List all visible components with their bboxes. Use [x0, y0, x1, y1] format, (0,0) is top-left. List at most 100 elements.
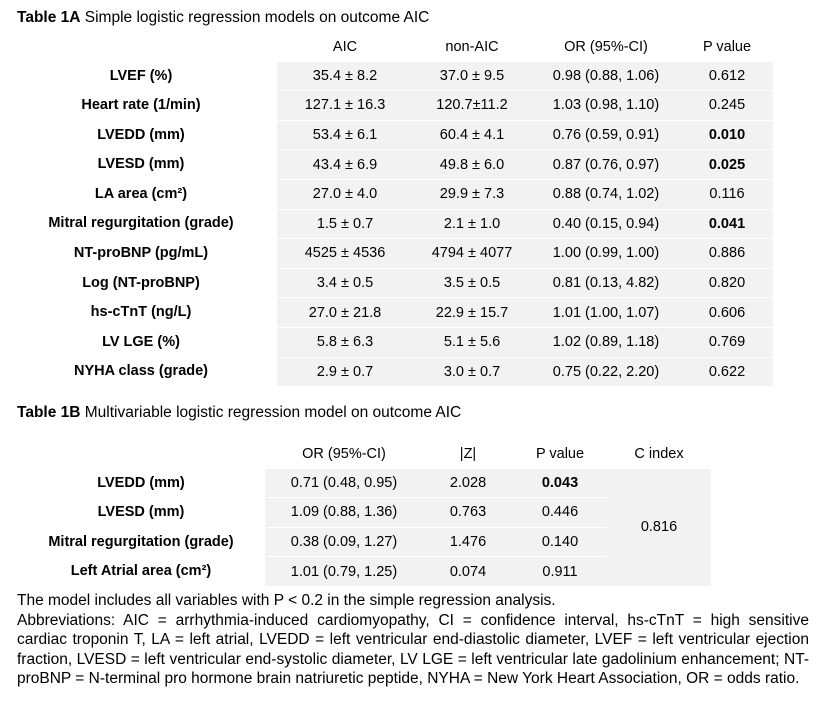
- non-aic-value: 49.8 ± 6.0: [413, 149, 531, 179]
- p-value: 0.043: [513, 468, 607, 498]
- non-aic-value: 37.0 ± 9.5: [413, 61, 531, 91]
- table-1b-header-row: OR (95%-CI) |Z| P value C index: [17, 440, 711, 469]
- table-row: Mitral regurgitation (grade) 1.5 ± 0.7 2.1…: [17, 208, 773, 239]
- row-label: LVESD (mm): [97, 156, 185, 173]
- non-aic-value: 120.7±11.2: [413, 90, 531, 120]
- row-label: Log (NT-proBNP): [82, 274, 200, 291]
- table-1a-caption-label: Table 1A: [17, 9, 81, 26]
- p-value: 0.245: [681, 90, 773, 120]
- p-value: 0.446: [513, 497, 607, 527]
- table-1b: OR (95%-CI) |Z| P value C index LVEDD (m…: [17, 440, 711, 586]
- c-index-value: 0.816: [607, 468, 711, 586]
- p-value: 0.025: [681, 149, 773, 179]
- p-value: 0.116: [681, 178, 773, 209]
- table-row: LVEDD (mm) 0.71 (0.48, 0.95) 2.028 0.043 0.8…: [17, 468, 711, 586]
- footnote-model-note: The model includes all variables with P …: [17, 592, 556, 609]
- or-value: 0.87 (0.76, 0.97): [531, 149, 681, 179]
- table-1a-header-p: P value: [702, 39, 752, 56]
- or-value: 1.03 (0.98, 1.10): [531, 90, 681, 120]
- table-1a-caption: Table 1A Simple logistic regression mode…: [17, 9, 429, 27]
- footnote: The model includes all variables with P …: [17, 591, 809, 689]
- p-value: 0.606: [681, 297, 773, 327]
- table-row: LV LGE (%) 5.8 ± 6.3 5.1 ± 5.6 1.02 (0.89, …: [17, 326, 773, 357]
- table-row: Left Atrial area (cm²) 1.01 (0.79, 1.25) 0…: [17, 556, 711, 586]
- or-value: 0.40 (0.15, 0.94): [531, 208, 681, 239]
- p-value: 0.140: [513, 526, 607, 557]
- p-value: 0.820: [681, 267, 773, 298]
- non-aic-value: 3.5 ± 0.5: [413, 267, 531, 298]
- or-value: 1.09 (0.88, 1.36): [265, 497, 423, 527]
- z-value: 2.028: [423, 468, 513, 498]
- or-value: 0.38 (0.09, 1.27): [265, 526, 423, 557]
- aic-value: 43.4 ± 6.9: [277, 149, 413, 179]
- table-1a-header-aic: AIC: [332, 39, 358, 56]
- non-aic-value: 4794 ± 4077: [413, 238, 531, 268]
- table-row: NYHA class (grade) 2.9 ± 0.7 3.0 ± 0.7 0.75…: [17, 356, 773, 387]
- table-1a-header-non-aic: non-AIC: [445, 39, 499, 56]
- or-value: 0.81 (0.13, 4.82): [531, 267, 681, 298]
- or-value: 1.00 (0.99, 1.00): [531, 238, 681, 268]
- table-1b-header-p: P value: [535, 446, 585, 463]
- table-1b-header-variable: [17, 440, 265, 469]
- p-value: 0.612: [681, 61, 773, 91]
- row-label: NYHA class (grade): [73, 363, 209, 380]
- table-1b-header-c-index: C index: [634, 446, 684, 463]
- aic-value: 27.0 ± 4.0: [277, 178, 413, 209]
- table-row: LA area (cm²) 27.0 ± 4.0 29.9 ± 7.3 0.88 (0…: [17, 178, 773, 209]
- non-aic-value: 5.1 ± 5.6: [413, 326, 531, 357]
- non-aic-value: 60.4 ± 4.1: [413, 119, 531, 150]
- table-row: LVESD (mm) 43.4 ± 6.9 49.8 ± 6.0 0.87 (0.76…: [17, 149, 773, 179]
- p-value: 0.622: [681, 356, 773, 387]
- aic-value: 3.4 ± 0.5: [277, 267, 413, 298]
- table-row: NT-proBNP (pg/mL) 4525 ± 4536 4794 ± 4077 1…: [17, 238, 773, 268]
- or-value: 0.75 (0.22, 2.20): [531, 356, 681, 387]
- row-label: Left Atrial area (cm²): [70, 563, 212, 580]
- z-value: 1.476: [423, 526, 513, 557]
- footnote-abbreviations: Abbreviations: AIC = arrhythmia-induced …: [17, 611, 809, 688]
- row-label: Mitral regurgitation (grade): [48, 215, 234, 232]
- or-value: 1.02 (0.89, 1.18): [531, 326, 681, 357]
- non-aic-value: 3.0 ± 0.7: [413, 356, 531, 387]
- table-row: Log (NT-proBNP) 3.4 ± 0.5 3.5 ± 0.5 0.81 (0…: [17, 267, 773, 298]
- aic-value: 127.1 ± 16.3: [277, 90, 413, 120]
- row-label: LVEF (%): [109, 67, 173, 84]
- z-value: 0.763: [423, 497, 513, 527]
- table-1b-header-z: |Z|: [459, 446, 477, 463]
- p-value: 0.769: [681, 326, 773, 357]
- non-aic-value: 22.9 ± 15.7: [413, 297, 531, 327]
- aic-value: 5.8 ± 6.3: [277, 326, 413, 357]
- table-row: Mitral regurgitation (grade) 0.38 (0.09, …: [17, 526, 711, 557]
- non-aic-value: 29.9 ± 7.3: [413, 178, 531, 209]
- p-value: 0.886: [681, 238, 773, 268]
- table-row: LVESD (mm) 1.09 (0.88, 1.36) 0.763 0.446: [17, 497, 711, 527]
- table-row: Heart rate (1/min) 127.1 ± 16.3 120.7±11.2…: [17, 90, 773, 120]
- table-row: LVEDD (mm) 53.4 ± 6.1 60.4 ± 4.1 0.76 (0.59…: [17, 119, 773, 150]
- table-1b-header-or: OR (95%-CI): [302, 446, 386, 463]
- table-1a-caption-text: Simple logistic regression models on out…: [80, 9, 430, 26]
- row-label: Heart rate (1/min): [81, 96, 201, 113]
- table-1a-header-or: OR (95%-CI): [564, 39, 648, 56]
- table-1b-caption: Table 1B Multivariable logistic regressi…: [17, 404, 461, 422]
- row-label: LA area (cm²): [94, 185, 188, 202]
- row-label: hs-cTnT (ng/L): [90, 304, 192, 321]
- or-value: 1.01 (1.00, 1.07): [531, 297, 681, 327]
- aic-value: 4525 ± 4536: [277, 238, 413, 268]
- p-value: 0.911: [513, 556, 607, 586]
- aic-value: 53.4 ± 6.1: [277, 119, 413, 150]
- or-value: 0.76 (0.59, 0.91): [531, 119, 681, 150]
- aic-value: 2.9 ± 0.7: [277, 356, 413, 387]
- aic-value: 1.5 ± 0.7: [277, 208, 413, 239]
- aic-value: 35.4 ± 8.2: [277, 61, 413, 91]
- row-label: LVESD (mm): [97, 503, 185, 520]
- row-label: LVEDD (mm): [97, 474, 185, 491]
- z-value: 0.074: [423, 556, 513, 586]
- table-1a: AIC non-AIC OR (95%-CI) P value LVEF (%)…: [17, 33, 773, 387]
- or-value: 1.01 (0.79, 1.25): [265, 556, 423, 586]
- row-label: LV LGE (%): [102, 333, 180, 350]
- table-1b-caption-text: Multivariable logistic regression model …: [80, 404, 462, 421]
- table-row: LVEF (%) 35.4 ± 8.2 37.0 ± 9.5 0.98 (0.88, …: [17, 61, 773, 91]
- p-value: 0.010: [681, 119, 773, 150]
- table-1a-header-variable: [17, 33, 265, 62]
- p-value: 0.041: [681, 208, 773, 239]
- table-row: hs-cTnT (ng/L) 27.0 ± 21.8 22.9 ± 15.7 1.01…: [17, 297, 773, 327]
